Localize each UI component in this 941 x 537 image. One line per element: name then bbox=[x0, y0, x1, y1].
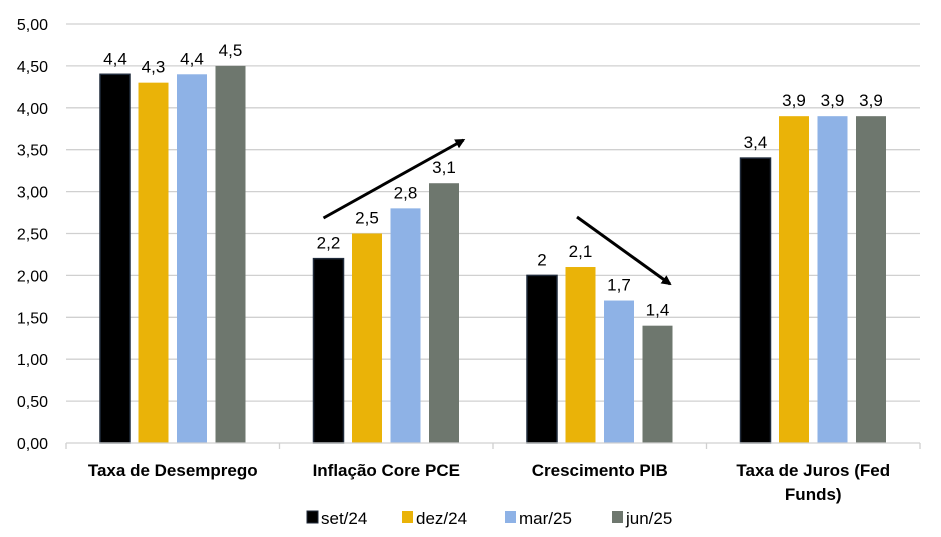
data-label: 4,4 bbox=[103, 49, 127, 68]
bar bbox=[99, 73, 131, 444]
legend-label: dez/24 bbox=[416, 509, 467, 528]
data-label: 3,9 bbox=[859, 91, 883, 110]
x-category-label: Crescimento PIB bbox=[532, 461, 668, 480]
legend-swatch bbox=[505, 511, 516, 523]
x-axis: Taxa de Desemprego Inflação Core PCE Cresc… bbox=[65, 442, 921, 504]
data-label: 2,5 bbox=[355, 209, 379, 228]
bar bbox=[215, 65, 246, 444]
gridlines bbox=[66, 23, 920, 402]
x-category-label: Taxa de Juros (Fed bbox=[736, 461, 890, 480]
bar bbox=[739, 157, 772, 444]
trend-arrow-down bbox=[576, 215, 672, 286]
x-category-label: Funds) bbox=[785, 485, 842, 504]
bar bbox=[390, 208, 421, 443]
data-label: 4,3 bbox=[142, 58, 166, 77]
bar bbox=[565, 267, 596, 443]
y-tick-label: 3,00 bbox=[17, 185, 48, 202]
data-label: 1,4 bbox=[646, 301, 670, 320]
data-label: 3,9 bbox=[782, 91, 806, 110]
y-tick-label: 0,50 bbox=[17, 394, 48, 411]
data-label: 2,2 bbox=[317, 234, 341, 253]
legend: set/24 dez/24 mar/25 jun/25 bbox=[306, 509, 672, 528]
bar bbox=[642, 325, 673, 443]
data-label: 2,8 bbox=[394, 183, 418, 202]
bar bbox=[604, 300, 634, 443]
y-tick-label: 2,00 bbox=[17, 268, 48, 285]
y-tick-label: 4,50 bbox=[17, 59, 48, 76]
legend-label: set/24 bbox=[321, 509, 367, 528]
data-label: 3,1 bbox=[432, 158, 456, 177]
data-label: 3,4 bbox=[744, 133, 768, 152]
data-label: 2 bbox=[537, 250, 546, 269]
bar bbox=[177, 74, 207, 443]
bar bbox=[817, 116, 848, 444]
bar bbox=[138, 82, 169, 443]
y-tick-label: 2,50 bbox=[17, 227, 48, 244]
data-label: 3,9 bbox=[821, 91, 845, 110]
trend-arrows bbox=[322, 138, 672, 286]
bar bbox=[312, 257, 345, 444]
legend-swatch bbox=[306, 510, 319, 524]
y-axis: 0,00 0,50 1,00 1,50 2,00 2,50 3,00 3,50 4,00 4,50… bbox=[17, 17, 48, 453]
data-label: 4,4 bbox=[180, 49, 204, 68]
legend-swatch bbox=[612, 511, 623, 523]
bar bbox=[352, 233, 382, 443]
x-category-label: Taxa de Desemprego bbox=[88, 461, 258, 480]
data-label: 4,5 bbox=[219, 41, 243, 60]
bar bbox=[856, 116, 886, 444]
y-tick-label: 1,50 bbox=[17, 310, 48, 327]
y-tick-label: 4,00 bbox=[17, 101, 48, 118]
legend-swatch bbox=[402, 511, 413, 523]
data-label: 2,1 bbox=[569, 242, 593, 261]
legend-label: mar/25 bbox=[519, 509, 572, 528]
legend-label: jun/25 bbox=[625, 509, 672, 528]
y-tick-label: 1,00 bbox=[17, 352, 48, 369]
bar bbox=[526, 274, 558, 444]
bar bbox=[429, 183, 459, 443]
data-label: 1,7 bbox=[607, 276, 631, 295]
bars: 4,4 4,3 4,4 4,5 2,2 2,5 2,8 3,1 2 2,1 1,7 1,4 3,4 3,9… bbox=[99, 41, 886, 444]
y-tick-label: 0,00 bbox=[17, 436, 48, 453]
trend-arrow-up bbox=[322, 138, 466, 220]
x-category-label: Inflação Core PCE bbox=[313, 461, 460, 480]
y-tick-label: 3,50 bbox=[17, 143, 48, 160]
bar bbox=[779, 116, 809, 444]
y-tick-label: 5,00 bbox=[17, 17, 48, 34]
